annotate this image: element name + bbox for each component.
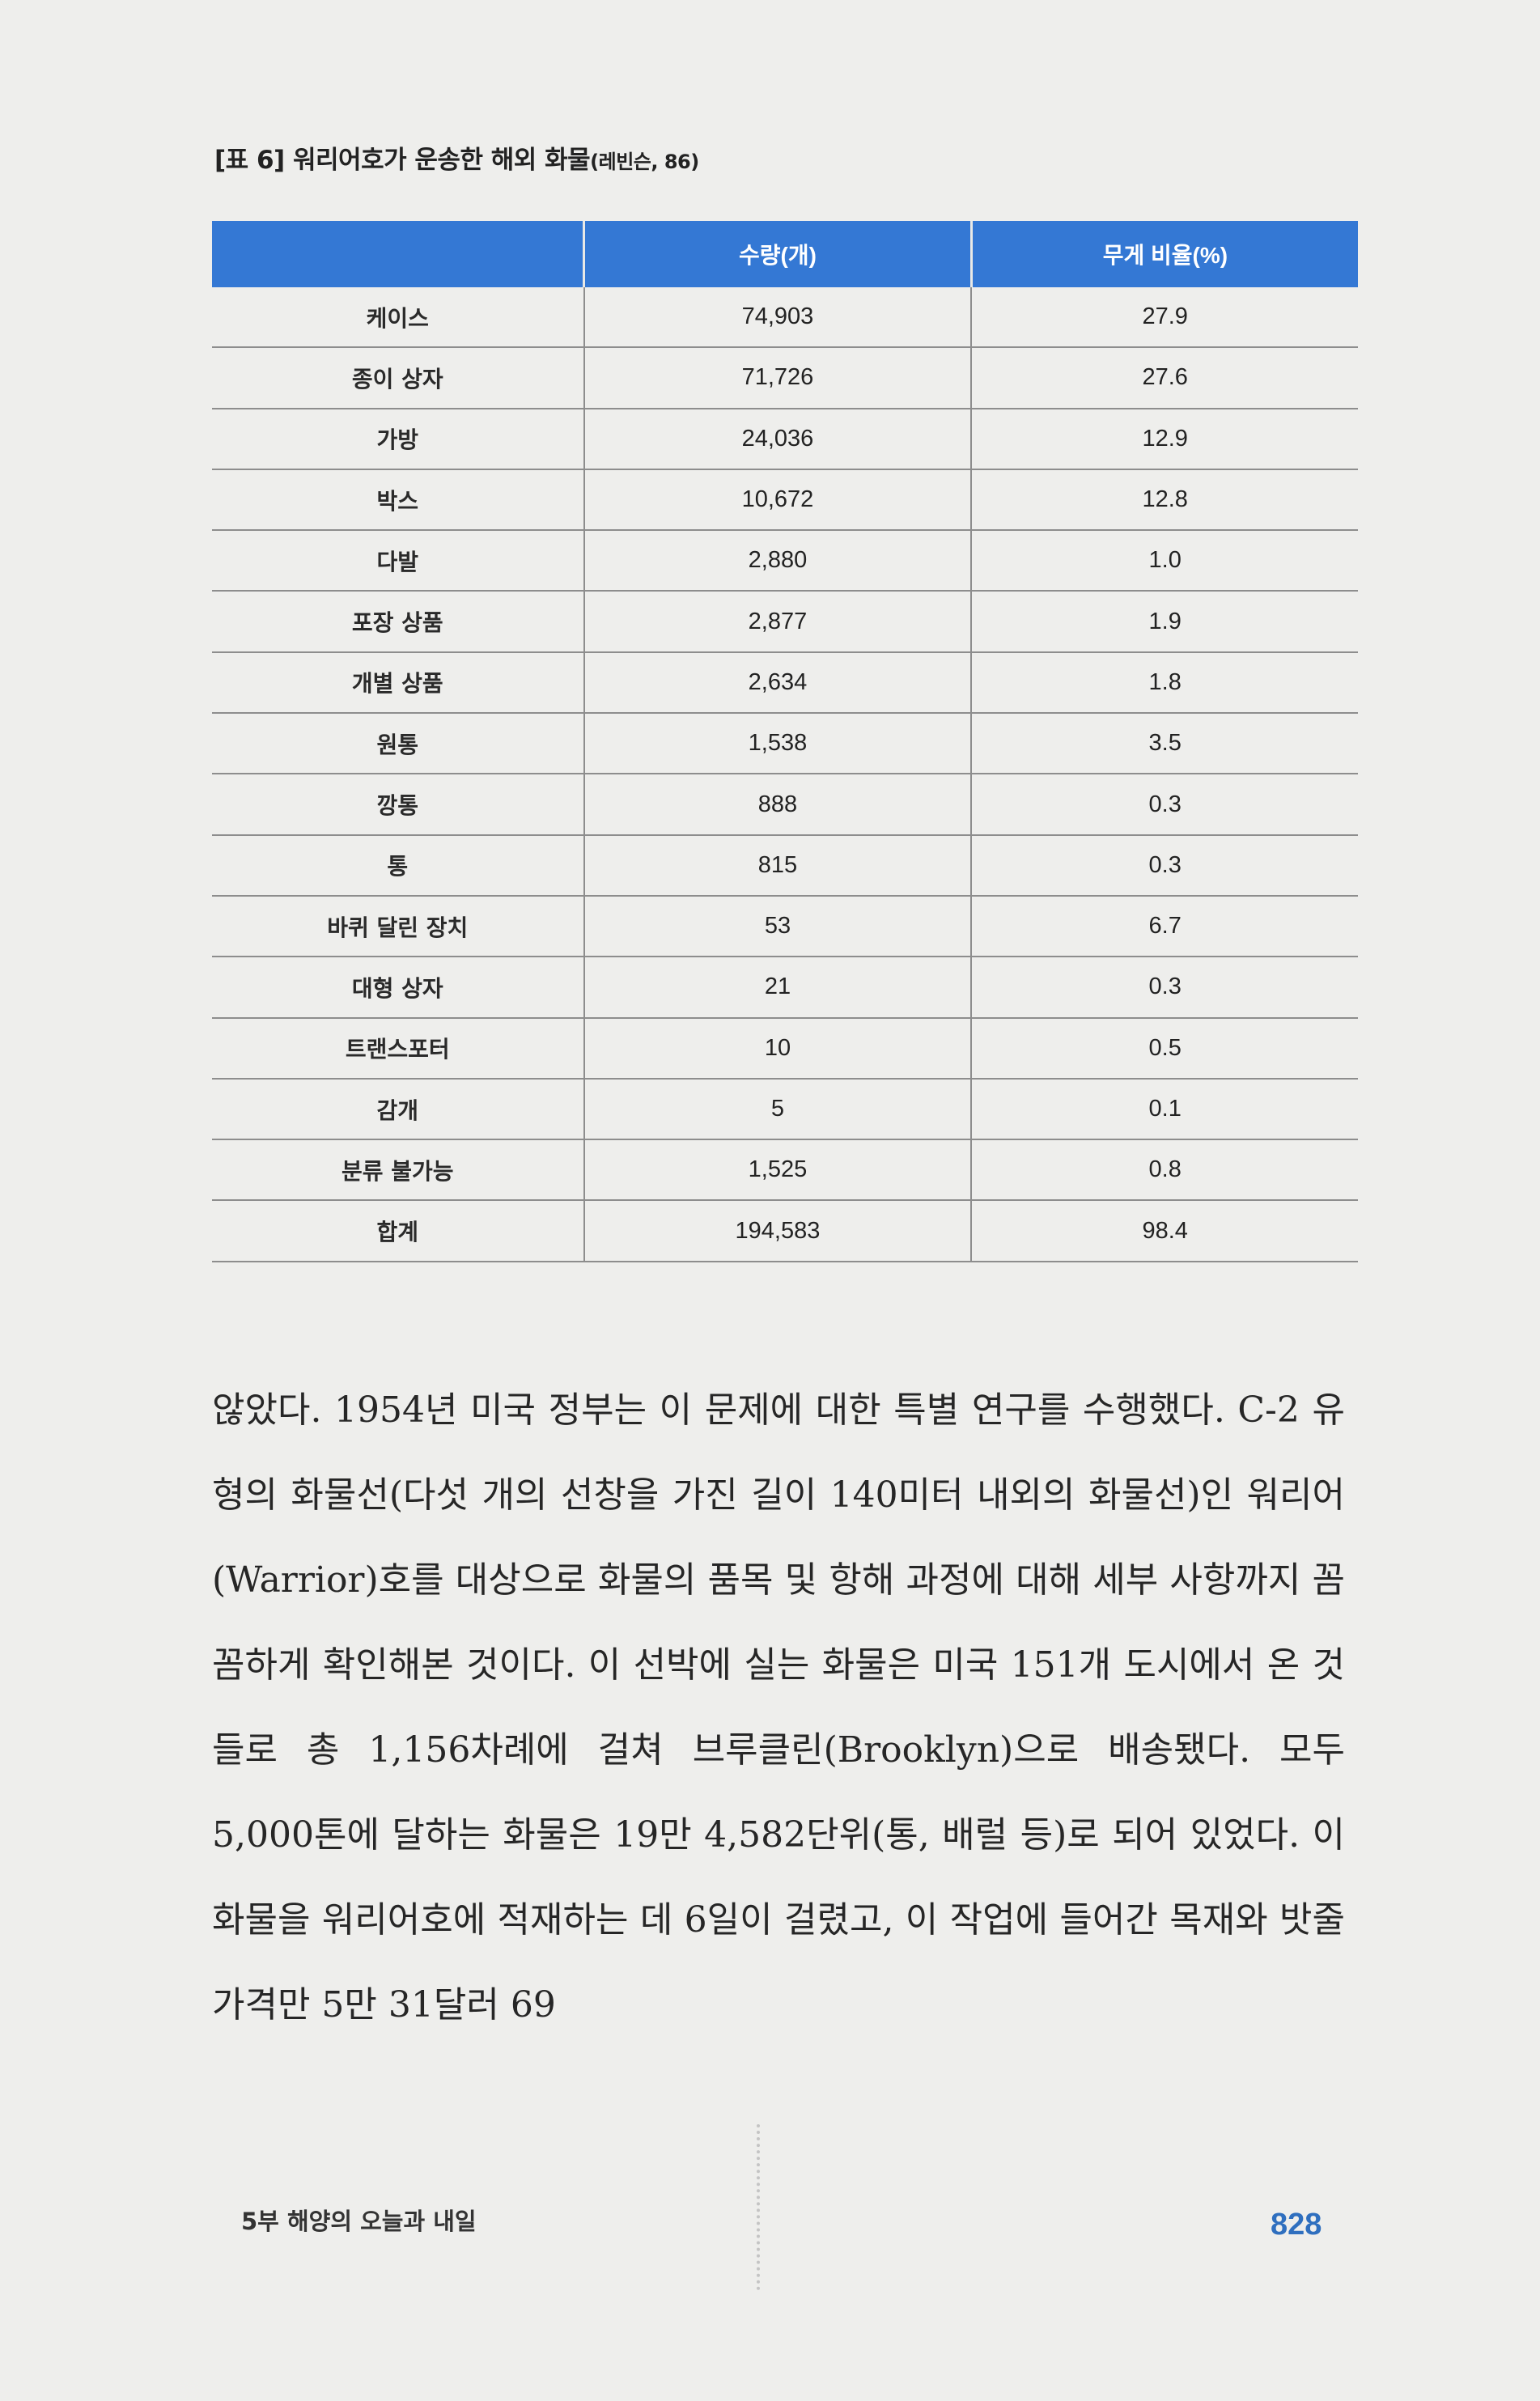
- table-row: 깡통 888 0.3: [212, 774, 1358, 836]
- footer-divider: [757, 2124, 760, 2290]
- cell-item: 합계: [212, 1200, 584, 1262]
- cell-quantity: 2,877: [583, 591, 972, 653]
- table-row: 케이스 74,903 27.9: [212, 287, 1358, 349]
- table-row: 통 815 0.3: [212, 834, 1358, 897]
- cell-item: 분류 불가능: [212, 1139, 584, 1202]
- table-row: 원통 1,538 3.5: [212, 713, 1358, 775]
- cell-weight-ratio: 27.6: [970, 347, 1358, 409]
- cell-quantity: 194,583: [583, 1200, 972, 1262]
- cell-item: 감개: [212, 1078, 584, 1141]
- table-row: 가방 24,036 12.9: [212, 408, 1358, 470]
- cell-weight-ratio: 0.3: [970, 834, 1358, 897]
- cell-weight-ratio: 0.8: [970, 1139, 1358, 1202]
- cell-item: 다발: [212, 530, 584, 592]
- table-row: 다발 2,880 1.0: [212, 530, 1358, 592]
- cargo-table: 수량(개) 무게 비율(%) 케이스 74,903 27.9 종이 상자 71,726 2…: [212, 221, 1358, 1262]
- table-row: 분류 불가능 1,525 0.8: [212, 1139, 1358, 1202]
- cell-item: 종이 상자: [212, 347, 584, 409]
- cell-item: 대형 상자: [212, 957, 584, 1019]
- cell-weight-ratio: 27.9: [970, 287, 1358, 349]
- cell-weight-ratio: 0.3: [970, 957, 1358, 1019]
- table-row: 포장 상품 2,877 1.9: [212, 591, 1358, 653]
- cell-quantity: 10,672: [583, 469, 972, 532]
- cell-weight-ratio: 0.1: [970, 1078, 1358, 1141]
- cell-item: 바퀴 달린 장치: [212, 895, 584, 958]
- cell-weight-ratio: 0.5: [970, 1017, 1358, 1080]
- table-header-row: 수량(개) 무게 비율(%): [212, 221, 1358, 287]
- cell-item: 케이스: [212, 287, 584, 349]
- table-row: 합계 194,583 98.4: [212, 1200, 1358, 1262]
- cell-quantity: 888: [583, 774, 972, 836]
- cell-quantity: 74,903: [583, 287, 972, 349]
- header-item: [212, 221, 584, 287]
- cell-item: 포장 상품: [212, 591, 584, 653]
- cell-quantity: 815: [583, 834, 972, 897]
- cell-item: 개별 상품: [212, 651, 584, 715]
- table-row: 종이 상자 71,726 27.6: [212, 347, 1358, 409]
- cell-item: 박스: [212, 469, 584, 532]
- footer-section-title: 5부 해양의 오늘과 내일: [241, 2208, 477, 2235]
- page-number: 828: [1271, 2208, 1322, 2242]
- body-paragraph: 않았다. 1954년 미국 정부는 이 문제에 대한 특별 연구를 수행했다. …: [212, 1389, 1345, 2026]
- cell-weight-ratio: 12.9: [970, 408, 1358, 470]
- cell-item: 가방: [212, 408, 584, 470]
- table-caption: [표 6] 워리어호가 운송한 해외 화물(레빈슨, 86): [214, 139, 699, 176]
- table-caption-source: (레빈슨, 86): [590, 151, 699, 173]
- table-row: 대형 상자 21 0.3: [212, 957, 1358, 1019]
- table-row: 바퀴 달린 장치 53 6.7: [212, 895, 1358, 958]
- cell-weight-ratio: 3.5: [970, 713, 1358, 775]
- cell-quantity: 1,538: [583, 713, 972, 775]
- header-quantity: 수량(개): [583, 221, 972, 287]
- cell-weight-ratio: 98.4: [970, 1200, 1358, 1262]
- cell-quantity: 1,525: [583, 1139, 972, 1202]
- cell-quantity: 53: [583, 895, 972, 958]
- header-weight-ratio: 무게 비율(%): [969, 221, 1358, 287]
- cell-weight-ratio: 12.8: [970, 469, 1358, 532]
- cell-quantity: 21: [583, 957, 972, 1019]
- cell-weight-ratio: 1.8: [970, 651, 1358, 715]
- cell-item: 트랜스포터: [212, 1017, 584, 1080]
- table-body: 케이스 74,903 27.9 종이 상자 71,726 27.6 가방 24,036 12.9…: [212, 287, 1358, 1262]
- cell-item: 통: [212, 834, 584, 897]
- table-row: 트랜스포터 10 0.5: [212, 1017, 1358, 1080]
- cell-weight-ratio: 1.0: [970, 530, 1358, 592]
- cell-quantity: 24,036: [583, 408, 972, 470]
- cell-quantity: 2,880: [583, 530, 972, 592]
- cell-item: 깡통: [212, 774, 584, 836]
- cell-weight-ratio: 6.7: [970, 895, 1358, 958]
- cell-item: 원통: [212, 713, 584, 775]
- table-row: 박스 10,672 12.8: [212, 469, 1358, 532]
- table-caption-title: [표 6] 워리어호가 운송한 해외 화물: [214, 146, 591, 175]
- cell-quantity: 10: [583, 1017, 972, 1080]
- table-row: 감개 5 0.1: [212, 1078, 1358, 1141]
- cell-weight-ratio: 0.3: [970, 774, 1358, 836]
- cell-quantity: 2,634: [583, 651, 972, 715]
- table-row: 개별 상품 2,634 1.8: [212, 651, 1358, 715]
- cell-quantity: 5: [583, 1078, 972, 1141]
- cell-quantity: 71,726: [583, 347, 972, 409]
- cell-weight-ratio: 1.9: [970, 591, 1358, 653]
